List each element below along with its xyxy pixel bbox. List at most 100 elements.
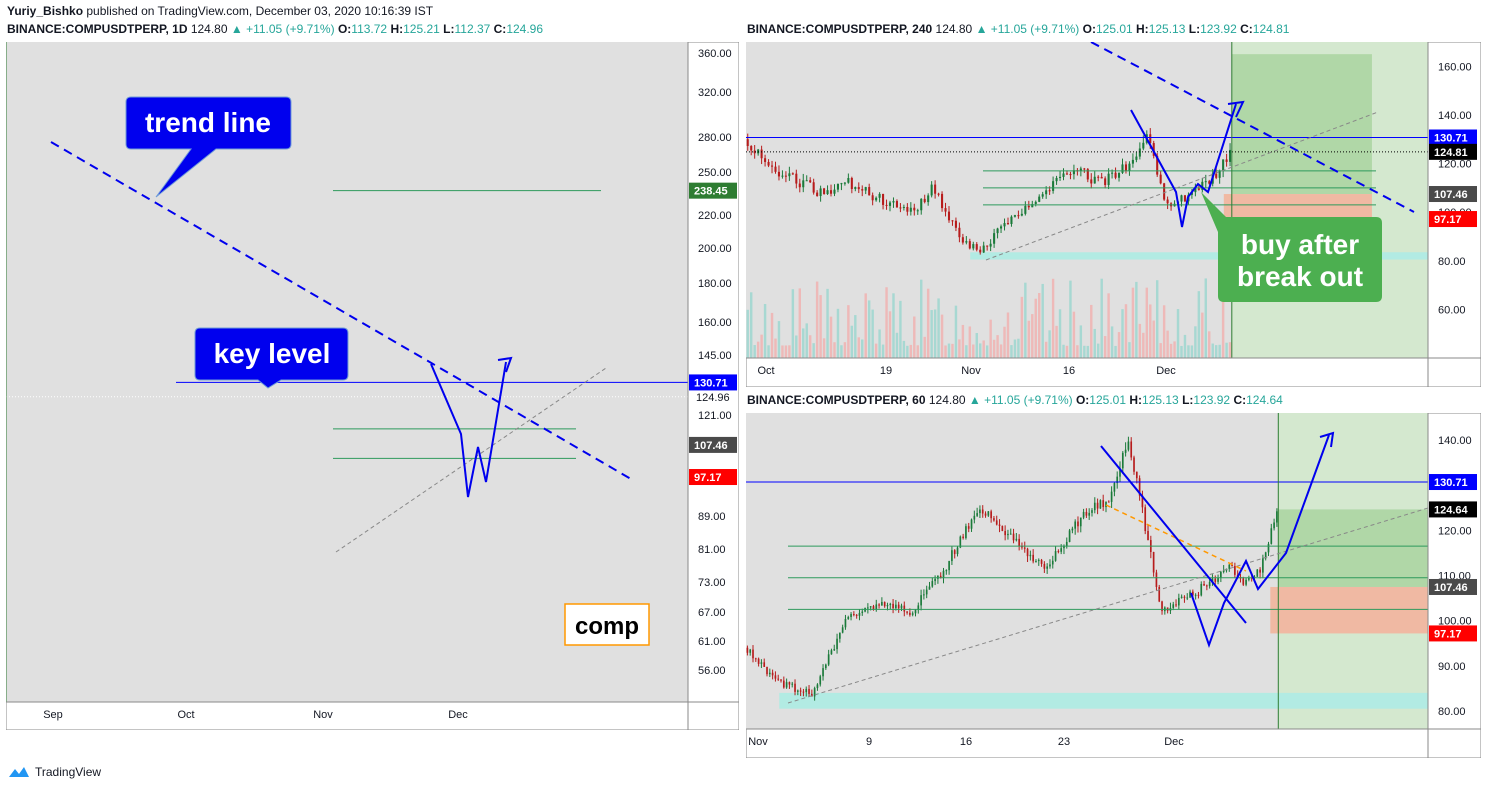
candle-body	[781, 175, 784, 177]
candle-body	[1262, 558, 1264, 573]
candle-body	[1065, 541, 1068, 547]
candle-body	[885, 204, 888, 206]
candle-body	[1175, 604, 1177, 606]
candle-body	[1083, 168, 1086, 170]
volume-bar	[951, 343, 954, 358]
candle-body	[785, 682, 788, 688]
candle-body	[1034, 201, 1037, 204]
candle-body	[995, 520, 998, 525]
volume-bar	[1051, 278, 1055, 358]
candle-body	[1085, 511, 1088, 516]
time-tick-label: Nov	[313, 709, 333, 721]
volume-bar	[1166, 330, 1169, 358]
support-band	[970, 252, 1428, 260]
volume-bar	[760, 334, 763, 358]
price-tick-label: 160.00	[698, 317, 732, 329]
callout-buy-text-line-2: break out	[1237, 261, 1363, 292]
candle-body	[1194, 594, 1197, 596]
volume-bar	[829, 316, 833, 358]
candle-body	[906, 611, 908, 613]
candle-body	[979, 509, 981, 514]
price-tag	[1429, 143, 1477, 160]
candle-body	[1264, 552, 1267, 559]
candle-body	[1111, 172, 1114, 174]
chart-1-symbol[interactable]: BINANCE:COMPUSDTPERP	[7, 22, 166, 36]
candle-body	[1128, 163, 1131, 171]
candle-body	[833, 649, 836, 651]
candle-body	[1032, 554, 1034, 562]
candle-body	[752, 649, 754, 659]
projection-path	[1130, 103, 1237, 228]
candle-body	[1242, 578, 1245, 585]
volume-bar	[867, 300, 871, 358]
candle-body	[819, 188, 822, 197]
candle-body	[760, 662, 763, 664]
volume-bar	[746, 309, 749, 358]
candle-body	[1186, 597, 1189, 599]
candle-body	[1079, 168, 1082, 172]
candle-body	[1206, 585, 1208, 587]
price-tag	[689, 436, 737, 453]
candle-body	[1049, 564, 1051, 567]
price-tag-label: 124.96	[696, 392, 730, 404]
candle-body	[975, 244, 978, 250]
candle-body	[1197, 594, 1200, 596]
candle-body	[1234, 566, 1236, 575]
volume-bar	[774, 338, 777, 358]
volume-bar	[989, 319, 992, 358]
candle-body	[812, 182, 815, 193]
chart-2-symbol[interactable]: BINANCE:COMPUSDTPERP	[747, 22, 906, 36]
candle-body	[899, 207, 902, 209]
candle-body	[945, 570, 948, 572]
volume-bar	[756, 341, 760, 358]
chart-3-interval[interactable]: 60	[912, 393, 926, 407]
volume-bar	[1103, 336, 1107, 358]
candle-body	[791, 173, 794, 175]
price-tag	[1429, 474, 1477, 491]
candle-body	[1201, 181, 1204, 190]
chart-3-60[interactable]: 140.00130.00120.00110.00100.0090.0080.00…	[746, 413, 1481, 758]
candle-body	[1124, 164, 1128, 171]
chart-2-interval[interactable]: 240	[912, 22, 933, 36]
candle-body	[1158, 586, 1161, 602]
volume-bar	[1138, 323, 1142, 358]
chart-3-symbol[interactable]: BINANCE:COMPUSDTPERP	[747, 393, 906, 407]
candle-body	[808, 688, 810, 694]
tradingview-logo[interactable]: TradingView	[7, 765, 101, 779]
volume-bar	[972, 344, 975, 358]
volume-bar	[1020, 296, 1024, 358]
chart-2-close: 124.81	[1252, 22, 1290, 36]
chart-1-interval[interactable]: 1D	[172, 22, 188, 36]
candle-body	[1156, 155, 1159, 175]
candle-body	[1172, 604, 1175, 608]
publisher-author[interactable]: Yuriy_Bishko	[7, 4, 84, 18]
volume-bar	[920, 279, 923, 358]
volume-bar	[1031, 314, 1034, 358]
candle-body	[750, 145, 753, 151]
candle-body	[774, 675, 777, 679]
price-tick-label: 145.00	[698, 350, 732, 362]
volume-bar	[961, 324, 965, 358]
projection-arrowhead	[1227, 100, 1245, 118]
price-tick-label: 80.00	[1438, 256, 1466, 268]
candle-body	[872, 606, 875, 610]
price-tag-label: 97.17	[1434, 214, 1462, 226]
candle-body	[944, 208, 947, 212]
chart-1-daily[interactable]: 360.00 320.00 280.00 250.00 220.00 200.00 180.…	[6, 42, 739, 730]
candle-body	[1183, 596, 1186, 598]
candle-body	[844, 619, 847, 628]
candle-body	[809, 180, 812, 183]
volume-bar	[996, 335, 999, 358]
callout-key-level	[194, 327, 349, 389]
price-tick-label: 160.00	[1438, 61, 1472, 73]
candle-body	[1052, 181, 1055, 191]
candle-body	[878, 604, 880, 606]
candle-body	[857, 187, 860, 190]
volume-bar	[1121, 309, 1124, 358]
volume-bar	[1079, 325, 1083, 358]
candle-body	[1088, 512, 1091, 516]
price-tick-label: 67.00	[698, 607, 726, 619]
volume-bar	[982, 340, 985, 358]
chart-3-last: 124.80	[928, 393, 966, 407]
chart-2-240[interactable]: 160.00140.00120.00100.0080.0060.00Oct19N…	[746, 42, 1481, 387]
